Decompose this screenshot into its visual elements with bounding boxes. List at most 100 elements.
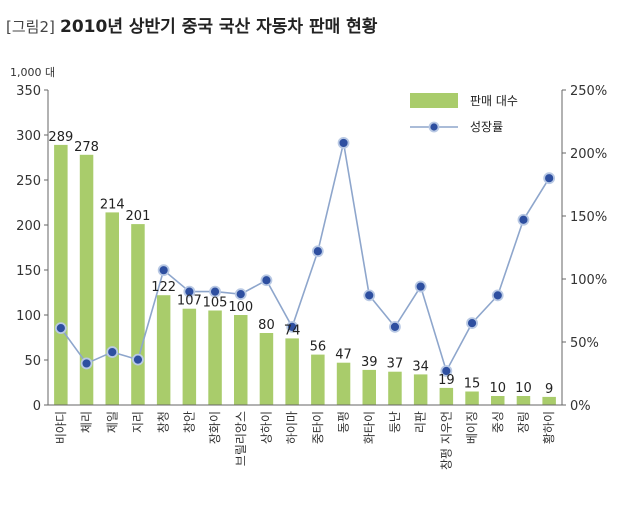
- y-axis-unit: 1,000 대: [10, 66, 55, 79]
- growth-marker-19: [517, 213, 530, 226]
- data-label-9: 80: [258, 318, 275, 333]
- growth-marker-10: [286, 320, 299, 333]
- growth-marker-7: [209, 285, 221, 298]
- left-tick-label: 350: [16, 84, 41, 99]
- growth-marker-4: [132, 353, 144, 366]
- x-axis: 비야디 체리 제일 지리 창청 창안 장화이 브릴리앙스 상하이 하이마 중타이 동펑 화타이 둥난 리판 창…: [48, 404, 562, 470]
- left-tick-label: 0: [33, 399, 41, 414]
- bars: [54, 144, 556, 405]
- growth-marker-2: [80, 357, 93, 370]
- data-label-3: 214: [100, 197, 125, 212]
- category-label-19: 장링: [516, 411, 530, 433]
- data-label-13: 39: [361, 355, 378, 370]
- growth-marker-12: [337, 137, 350, 149]
- growth-marker-13: [363, 289, 376, 302]
- data-label-14: 37: [387, 357, 404, 372]
- bar-9: [259, 333, 274, 405]
- category-label-14: 둥난: [388, 411, 402, 433]
- bar-18: [491, 396, 505, 405]
- growth-marker-9: [260, 274, 273, 287]
- category-label-3: 제일: [105, 411, 119, 433]
- bar-3: [105, 212, 119, 405]
- bar-12: [336, 362, 351, 405]
- data-label-2: 278: [74, 140, 99, 155]
- data-label-17: 15: [464, 377, 481, 392]
- category-label-8: 브릴리앙스: [234, 411, 248, 466]
- data-label-1: 289: [48, 130, 73, 145]
- bar-19: [516, 396, 531, 405]
- bar-1: [54, 144, 68, 405]
- bar-16: [439, 387, 454, 405]
- data-label-7: 105: [203, 296, 228, 311]
- bar-8: [234, 315, 248, 405]
- bar-6: [182, 308, 197, 405]
- bar-15: [413, 374, 428, 405]
- category-label-4: 지리: [131, 411, 145, 433]
- data-label-18: 10: [489, 381, 506, 396]
- category-label-17: 베이징: [465, 411, 479, 444]
- left-tick-label: 150: [16, 264, 41, 279]
- bar-13: [362, 369, 376, 405]
- legend-line-marker: [428, 121, 440, 133]
- growth-marker-16: [440, 365, 453, 377]
- left-tick-label: 250: [16, 174, 41, 189]
- legend-bar-label: 판매 대수: [470, 94, 518, 108]
- data-label-15: 34: [412, 359, 429, 374]
- category-label-6: 창안: [182, 411, 196, 433]
- category-label-7: 장화이: [208, 411, 222, 444]
- right-tick-label: 0%: [570, 399, 591, 414]
- data-label-8: 100: [228, 300, 253, 315]
- bar-2: [79, 154, 94, 405]
- category-label-9: 상하이: [259, 411, 273, 444]
- growth-marker-14: [389, 320, 401, 333]
- bar-7: [208, 310, 222, 405]
- growth-marker-17: [466, 317, 478, 330]
- legend-bar-swatch: [410, 93, 458, 108]
- right-axis: 0% 50% 100% 150% 200% 250%: [561, 84, 607, 414]
- legend-line-label: 성장률: [470, 120, 503, 134]
- bar-14: [388, 371, 402, 405]
- bar-17: [465, 391, 479, 405]
- data-label-12: 47: [335, 348, 352, 363]
- right-tick-label: 250%: [570, 84, 607, 99]
- data-label-16: 19: [438, 373, 455, 388]
- bar-11: [311, 354, 325, 405]
- bar-5: [156, 295, 171, 405]
- growth-polyline: [60, 142, 550, 374]
- category-label-15: 리판: [414, 411, 428, 433]
- right-tick-label: 100%: [570, 273, 607, 288]
- growth-marker-3: [106, 346, 119, 358]
- category-label-10: 하이마: [285, 411, 299, 444]
- left-tick-label: 300: [16, 129, 41, 144]
- bar-4: [131, 224, 145, 405]
- data-label-20: 9: [545, 382, 553, 397]
- growth-marker-11: [311, 245, 324, 258]
- growth-marker-15: [414, 280, 427, 293]
- growth-marker-6: [183, 285, 196, 298]
- data-label-5: 122: [151, 280, 176, 295]
- growth-marker-8: [234, 288, 247, 301]
- left-tick-label: 200: [16, 219, 41, 234]
- category-label-2: 체리: [80, 411, 94, 433]
- left-tick-label: 50: [24, 354, 41, 369]
- data-label-4: 201: [126, 209, 151, 224]
- left-tick-label: 100: [16, 309, 41, 324]
- category-label-12: 동펑: [337, 411, 351, 433]
- bar-20: [542, 396, 556, 405]
- bar-10: [285, 338, 299, 405]
- data-label-6: 107: [177, 294, 202, 309]
- category-label-16: 창펑 지우언: [439, 411, 453, 470]
- right-tick-label: 150%: [570, 210, 607, 225]
- left-axis: 0 50 100 150 200 250 300 350: [16, 84, 49, 414]
- category-label-13: 화타이: [362, 411, 376, 444]
- category-label-1: 비야디: [54, 411, 68, 444]
- category-label-18: 중싱: [491, 411, 505, 433]
- growth-marker-5: [157, 264, 170, 277]
- legend: 판매 대수 성장률: [410, 93, 518, 134]
- growth-marker-20: [543, 172, 556, 185]
- category-label-11: 중타이: [311, 411, 325, 444]
- category-label-5: 창청: [157, 411, 171, 433]
- chart-title-prefix: [그림2]: [6, 18, 55, 36]
